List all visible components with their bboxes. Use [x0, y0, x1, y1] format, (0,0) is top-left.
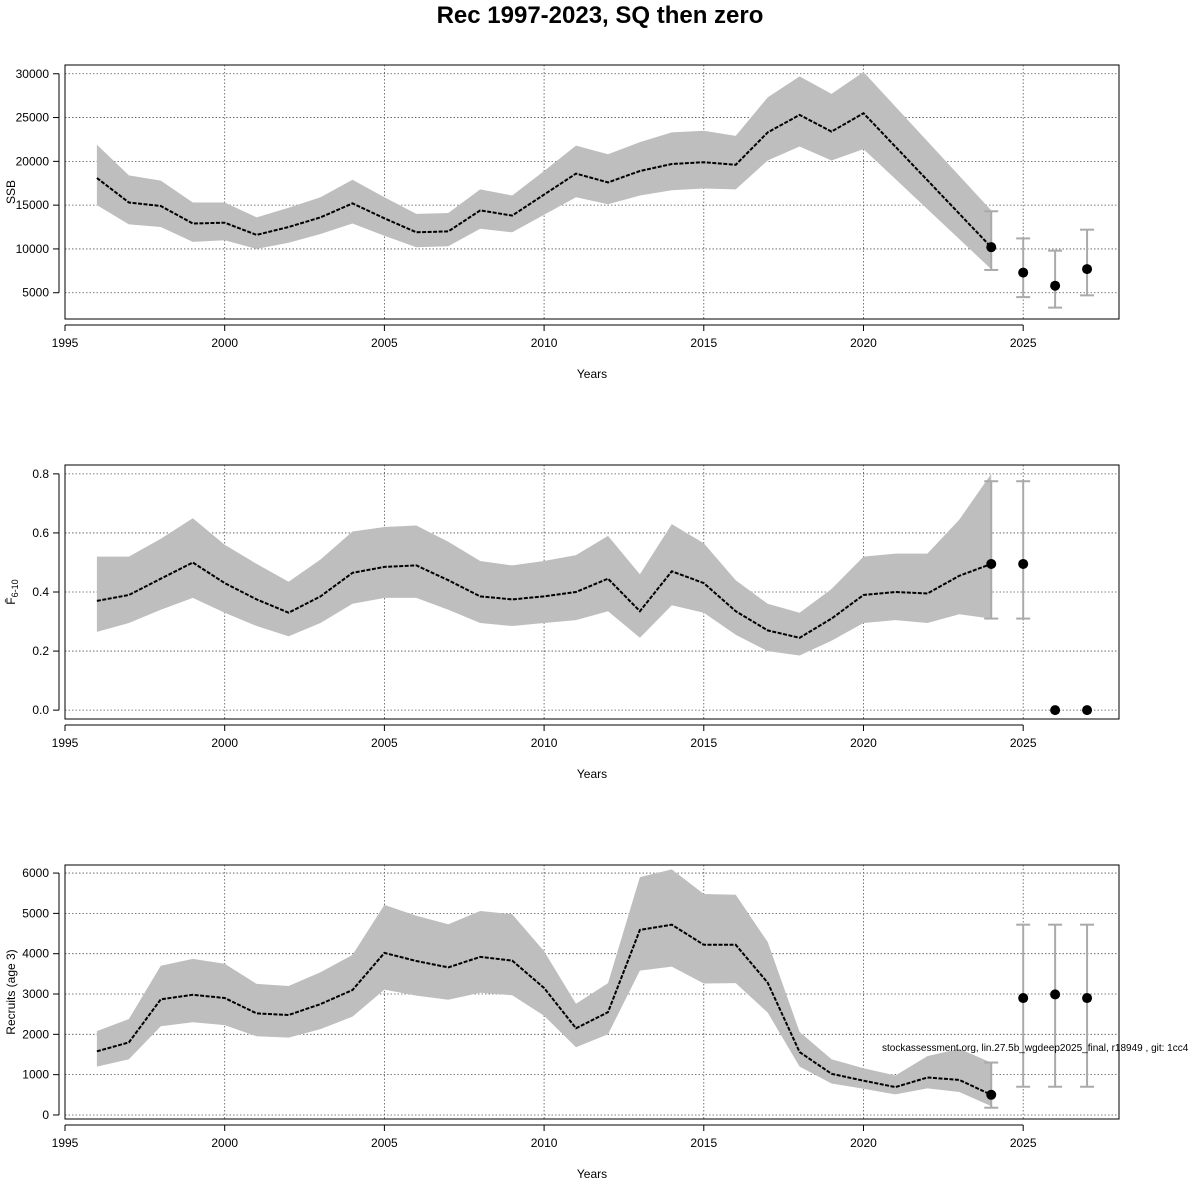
fbar-plot-frame	[64, 464, 1120, 720]
ssb-forecast-point	[1082, 264, 1093, 275]
fbar-forecast-point	[1082, 705, 1093, 716]
fbar-x-tick-label: 2025	[1010, 736, 1037, 750]
ssb-x-tick-label: 2025	[1010, 336, 1037, 350]
fbar-x-tick-label: 2020	[850, 736, 877, 750]
fbar-y-tick-label: 0.8	[32, 467, 49, 481]
recruits-y-tick-label: 0	[42, 1108, 49, 1122]
recruits-x-tick-label: 2005	[371, 1136, 398, 1150]
ssb-x-tick-label: 2020	[850, 336, 877, 350]
fbar-y-label-subscript: 6-10	[10, 579, 20, 597]
fbar-x-axis-label: Years	[577, 767, 607, 781]
recruits-x-tick-label: 2020	[850, 1136, 877, 1150]
ssb-forecast-point	[1018, 267, 1029, 278]
recruits-forecast-point	[1018, 993, 1029, 1004]
recruits-x-tick-label: 1995	[52, 1136, 79, 1150]
recruits-x-tick-label: 2000	[211, 1136, 238, 1150]
recruits-x-tick-label: 2015	[690, 1136, 717, 1150]
recruits-y-tick-label: 1000	[22, 1068, 49, 1082]
fbar-y-tick-label: 0.2	[32, 644, 49, 658]
ssb-y-axis-label: SSB	[4, 180, 18, 204]
ssb-plot-frame	[64, 64, 1120, 320]
fbar-y-tick-label: 0.0	[32, 703, 49, 717]
recruits-panel: 1995 2000 2005 2010 2015 2020 2025 Years 0 1000 20…	[4, 864, 1189, 1181]
ssb-x-tick-label: 1995	[52, 336, 79, 350]
fbar-x-tick-label: 2000	[211, 736, 238, 750]
recruits-x-tick-label: 2025	[1010, 1136, 1037, 1150]
ssb-estimate-line	[96, 111, 992, 248]
fbar-y-tick-label: 0.6	[32, 526, 49, 540]
ssb-x-axis-label: Years	[577, 367, 607, 381]
recruits-y-tick-label: 3000	[22, 987, 49, 1001]
recruits-x-tick-label: 2010	[531, 1136, 558, 1150]
ssb-x-tick-label: 2005	[371, 336, 398, 350]
fbar-x-tick-label: 2005	[371, 736, 398, 750]
ssb-y-tick-label: 15000	[16, 198, 50, 212]
ssb-confidence-band	[96, 72, 992, 270]
figure-title: Rec 1997-2023, SQ then zero	[436, 2, 764, 29]
fbar-forecast-point	[1050, 705, 1061, 716]
fbar-confidence-band	[96, 473, 992, 656]
fbar-y-label-main: F̄	[4, 597, 18, 604]
fbar-forecast-point	[986, 558, 997, 569]
ssb-x-tick-label: 2000	[211, 336, 238, 350]
ssb-x-tick-label: 2015	[690, 336, 717, 350]
recruits-forecast-point	[1082, 993, 1093, 1004]
ssb-y-tick-label: 20000	[16, 154, 50, 168]
fbar-panel: 1995 2000 2005 2010 2015 2020 2025 Years 0.0 0.2 0…	[4, 464, 1120, 781]
fbar-y-axis-label: F̄6-10	[4, 579, 20, 604]
fbar-x-tick-label: 2015	[690, 736, 717, 750]
recruits-y-tick-label: 6000	[22, 866, 49, 880]
recruits-forecast-point	[986, 1089, 997, 1100]
recruits-x-axis-label: Years	[577, 1167, 607, 1181]
recruits-y-axis-label: Recruits (age 3)	[4, 949, 18, 1034]
recruits-y-tick-label: 5000	[22, 906, 49, 920]
recruits-y-tick-label: 2000	[22, 1027, 49, 1041]
watermark: stockassessment.org, lin.27.5b_wgdeep202…	[882, 1043, 1189, 1054]
ssb-y-tick-label: 25000	[16, 111, 50, 125]
ssb-y-tick-label: 10000	[16, 242, 50, 256]
recruits-y-tick-label: 4000	[22, 947, 49, 961]
fbar-x-tick-label: 1995	[52, 736, 79, 750]
ssb-y-tick-label: 30000	[16, 67, 50, 81]
ssb-forecast-point	[1050, 280, 1061, 291]
recruits-forecast-point	[1050, 989, 1061, 1000]
ssb-forecast-point	[986, 242, 997, 253]
recruits-plot-frame	[64, 864, 1120, 1120]
ssb-x-tick-label: 2010	[531, 336, 558, 350]
ssb-y-tick-label: 5000	[22, 286, 49, 300]
fbar-forecast-point	[1018, 558, 1029, 569]
fbar-estimate-line	[96, 561, 992, 639]
fbar-x-tick-label: 2010	[531, 736, 558, 750]
ssb-panel: 1995 2000 2005 2010 2015 2020 2025 Years 5000 100…	[4, 64, 1120, 381]
fbar-y-tick-label: 0.4	[32, 585, 49, 599]
recruits-estimate-line	[96, 923, 992, 1096]
